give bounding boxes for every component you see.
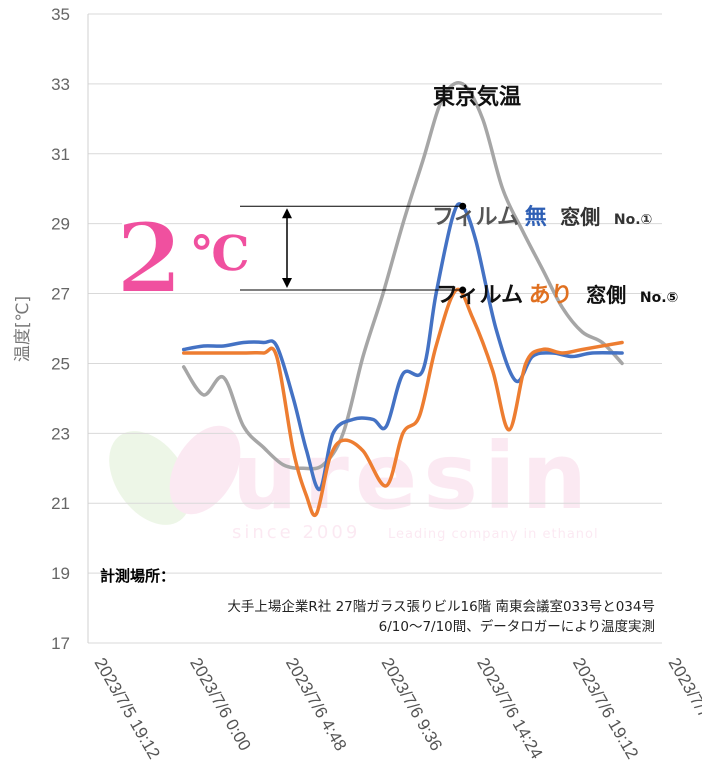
series-tokyo — [181, 81, 624, 471]
x-tick-label: 2023/7/6 14:24 — [473, 655, 546, 763]
diff-arrowhead-up — [282, 208, 292, 219]
watermark: uresin since 2009 Leading company in eth… — [109, 423, 599, 543]
x-tick-label: 2023/7/6 4:48 — [282, 655, 350, 755]
y-tick-labels: 17 19 21 23 25 27 29 31 33 35 — [51, 5, 70, 653]
peak-marker-film — [459, 286, 467, 294]
y-tick-label: 19 — [51, 564, 70, 583]
note-heading: 計測場所： — [100, 567, 175, 585]
y-tick-label: 31 — [51, 145, 70, 164]
watermark-tagline: Leading company in ethanol — [388, 527, 599, 542]
note-line-2: 6/10〜7/10間、データロガーにより温度実測 — [379, 618, 655, 635]
series-lines — [181, 81, 624, 517]
y-tick-label: 33 — [51, 75, 70, 94]
y-tick-label: 17 — [51, 634, 70, 653]
label-nofilm-b: 無 — [525, 204, 547, 230]
watermark-since: since 2009 — [232, 522, 360, 543]
series-nofilm — [181, 202, 624, 491]
y-tick-label: 23 — [51, 424, 70, 443]
label-film-c: 窓側 — [586, 283, 626, 307]
label-film-b: あり — [529, 283, 573, 308]
label-tokyo: 東京気温 — [433, 84, 521, 110]
peak-marker-nofilm — [459, 202, 467, 210]
y-tick-label: 35 — [51, 5, 70, 24]
diff-big-label: 2 — [116, 202, 183, 315]
x-tick-label: 2023/7/5 19:12 — [91, 655, 164, 763]
label-nofilm-d: No.① — [614, 212, 653, 228]
x-tick-label: 2023/7/6 19:12 — [569, 655, 642, 763]
y-tick-label: 29 — [51, 215, 70, 234]
label-nofilm-c: 窓側 — [560, 205, 600, 229]
watermark-main: uresin — [232, 423, 593, 530]
series-film — [181, 287, 624, 517]
label-film-d: No.⑤ — [640, 290, 679, 306]
y-tick-label: 27 — [51, 285, 70, 304]
note-line-1: 大手上場企業R社 27階ガラス張りビル16階 南東会議室033号と034号 — [227, 598, 655, 615]
label-film: フィルム あり 窓側 No.⑤ — [436, 283, 678, 308]
diff-unit-label: ℃ — [192, 226, 250, 282]
watermark-leaf-icon-2 — [169, 425, 241, 515]
diff-arrowhead-down — [282, 278, 292, 289]
x-tick-labels: 2023/7/5 19:12 2023/7/6 0:00 2023/7/6 4:48… — [91, 655, 702, 763]
label-film-a: フィルム — [436, 283, 523, 308]
y-axis-label: 温度[℃] — [13, 296, 33, 362]
x-tick-label: 2023/7/6 0:00 — [186, 655, 254, 755]
label-nofilm-a: フィルム — [432, 205, 519, 230]
watermark-leaf-icon — [109, 431, 191, 525]
gridlines — [88, 13, 662, 644]
x-tick-label: 2023/7/6 9:36 — [378, 655, 446, 755]
difference-bracket — [240, 205, 463, 291]
y-tick-label: 21 — [51, 494, 70, 513]
label-nofilm: フィルム 無 窓側 No.① — [432, 204, 652, 230]
x-tick-label: 2023/7/7 0:00 — [665, 655, 702, 755]
y-tick-label: 25 — [51, 354, 70, 373]
